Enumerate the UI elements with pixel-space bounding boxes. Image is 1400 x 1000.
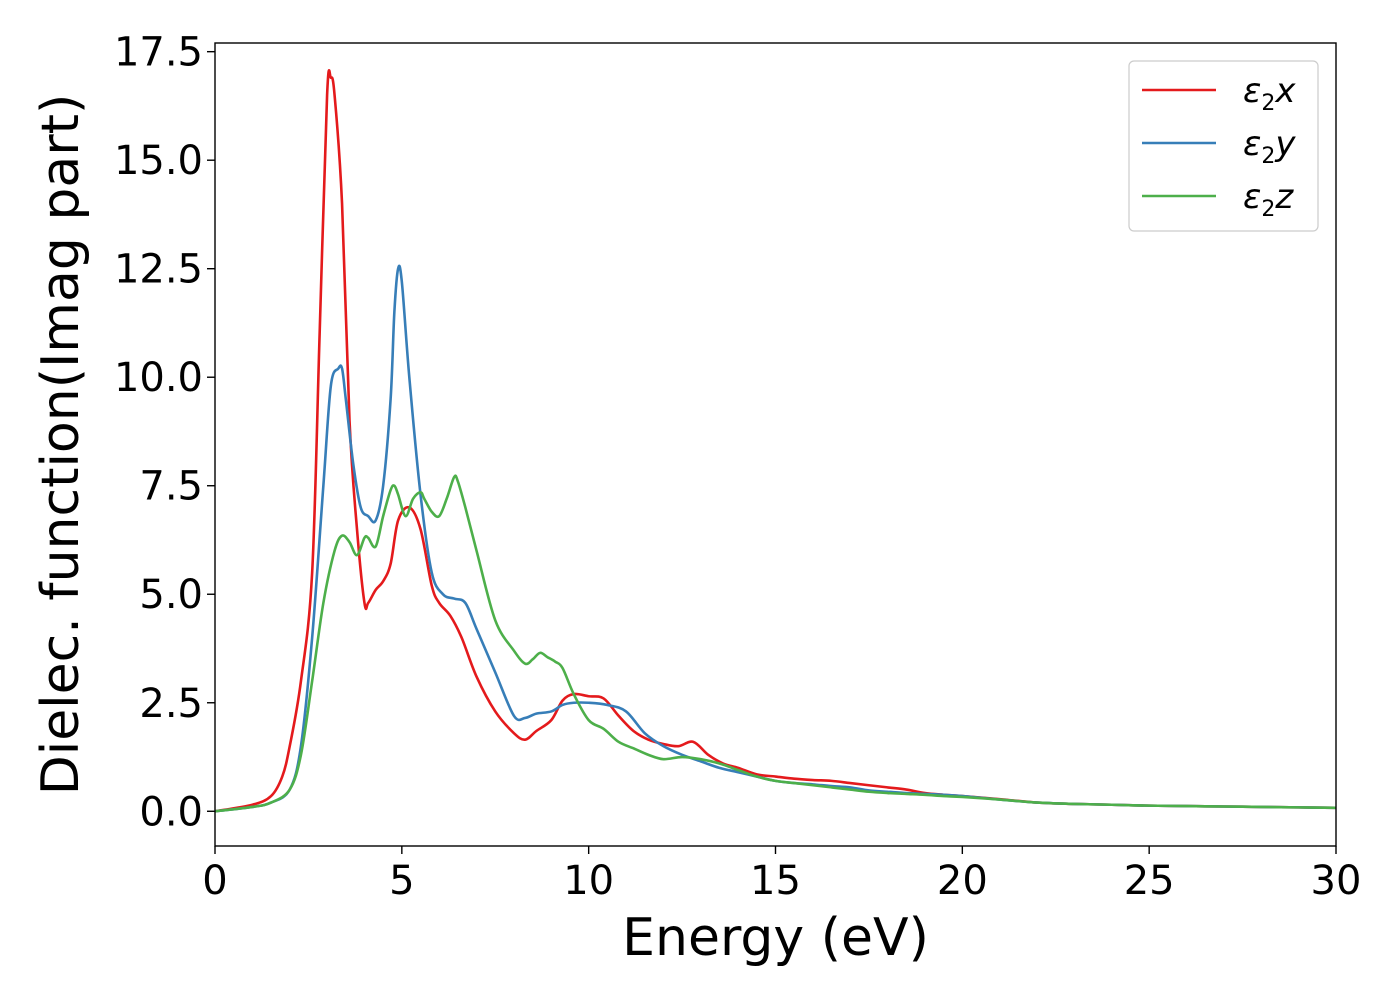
y-tick-label: 17.5 [114,30,203,76]
x-tick-label: 30 [1311,858,1362,904]
x-axis-label: Energy (eV) [622,908,929,968]
y-tick-label: 15.0 [114,138,203,184]
legend: ε2x ε2y ε2z [1128,60,1319,232]
ticks-layer: 0 5 10 15 20 25 30 0.0 2.5 5.0 7.5 10.0 12.5 15.0 17.5 [114,30,1362,904]
legend-label-x: ε2x [1243,71,1296,116]
x-tick-label: 10 [563,858,614,904]
y-tick-label: 10.0 [114,355,203,401]
y-tick-label: 5.0 [139,572,203,618]
y-tick-label: 2.5 [139,681,203,727]
x-tick-label: 0 [202,858,227,904]
series-layer [215,68,1336,813]
x-tick-label: 5 [389,858,414,904]
x-tick-label: 15 [750,858,801,904]
x-tick-label: 20 [937,858,988,904]
y-axis-label: Dielec. function(Imag part) [31,94,91,796]
y-tick-label: 12.5 [114,247,203,293]
legend-label-z: ε2z [1243,177,1294,222]
x-tick-label: 25 [1124,858,1175,904]
y-tick-label: 7.5 [139,464,203,510]
legend-label-y: ε2y [1243,124,1296,169]
series-line-y [215,264,1336,813]
legend-box [1128,60,1319,232]
series-line-z [215,474,1336,813]
y-tick-label: 0.0 [139,789,203,835]
